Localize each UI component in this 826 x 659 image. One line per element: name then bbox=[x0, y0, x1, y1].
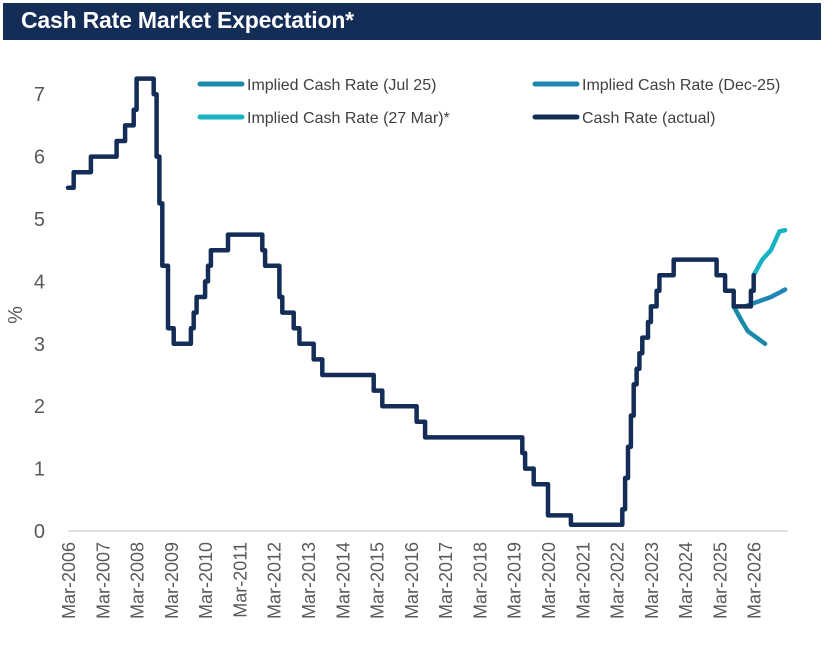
x-tick-label: Mar-2026 bbox=[745, 542, 765, 619]
series-line-3 bbox=[65, 76, 756, 528]
y-tick-label: 7 bbox=[34, 84, 45, 106]
chart-lines bbox=[65, 76, 788, 528]
x-tick-label: Mar-2015 bbox=[368, 542, 388, 619]
x-tick-label: Mar-2010 bbox=[196, 542, 216, 619]
x-tick-label: Mar-2006 bbox=[59, 542, 79, 619]
x-tick-label: Mar-2024 bbox=[676, 542, 696, 619]
y-tick-label: 3 bbox=[34, 334, 45, 356]
chart-title: Cash Rate Market Expectation* bbox=[21, 7, 354, 33]
series-line-0 bbox=[731, 304, 768, 347]
x-tick-label: Mar-2017 bbox=[436, 542, 456, 619]
y-tick-label: 0 bbox=[34, 521, 45, 543]
legend-label: Cash Rate (actual) bbox=[582, 110, 715, 127]
y-tick-label: 5 bbox=[34, 209, 45, 231]
x-tick-label: Mar-2014 bbox=[333, 542, 353, 619]
x-tick-label: Mar-2007 bbox=[93, 542, 113, 619]
x-tick-label: Mar-2022 bbox=[608, 542, 628, 619]
chart-axes: 0 1 2 3 4 5 6 7% Mar-2006 Mar-2007 Mar-2008 Mar-200… bbox=[5, 84, 788, 619]
x-tick-label: Mar-2020 bbox=[539, 542, 559, 619]
x-tick-label: Mar-2009 bbox=[162, 542, 182, 619]
y-tick-label: 4 bbox=[34, 271, 45, 293]
title-bar: Cash Rate Market Expectation* bbox=[3, 3, 821, 40]
y-axis-label: % bbox=[5, 306, 27, 324]
y-tick-label: 2 bbox=[34, 396, 45, 418]
x-tick-label: Mar-2023 bbox=[642, 542, 662, 619]
x-tick-label: Mar-2008 bbox=[128, 542, 148, 619]
x-tick-label: Mar-2016 bbox=[402, 542, 422, 619]
x-tick-label: Mar-2021 bbox=[573, 542, 593, 619]
y-tick-label: 6 bbox=[34, 147, 45, 169]
series-line-2 bbox=[751, 227, 788, 278]
legend-label: Implied Cash Rate (Dec-25) bbox=[582, 77, 780, 94]
x-tick-label: Mar-2025 bbox=[710, 542, 730, 619]
y-tick-label: 1 bbox=[34, 459, 45, 481]
legend-label: Implied Cash Rate (Jul 25) bbox=[247, 77, 436, 94]
x-tick-label: Mar-2012 bbox=[265, 542, 285, 619]
x-tick-label: Mar-2011 bbox=[230, 542, 250, 618]
legend-label: Implied Cash Rate (27 Mar)* bbox=[247, 110, 450, 127]
chart-legend: Implied Cash Rate (Jul 25) Implied Cash R… bbox=[197, 77, 780, 127]
x-tick-label: Mar-2013 bbox=[299, 542, 319, 619]
x-tick-label: Mar-2018 bbox=[470, 542, 490, 619]
x-tick-label: Mar-2019 bbox=[505, 542, 525, 619]
